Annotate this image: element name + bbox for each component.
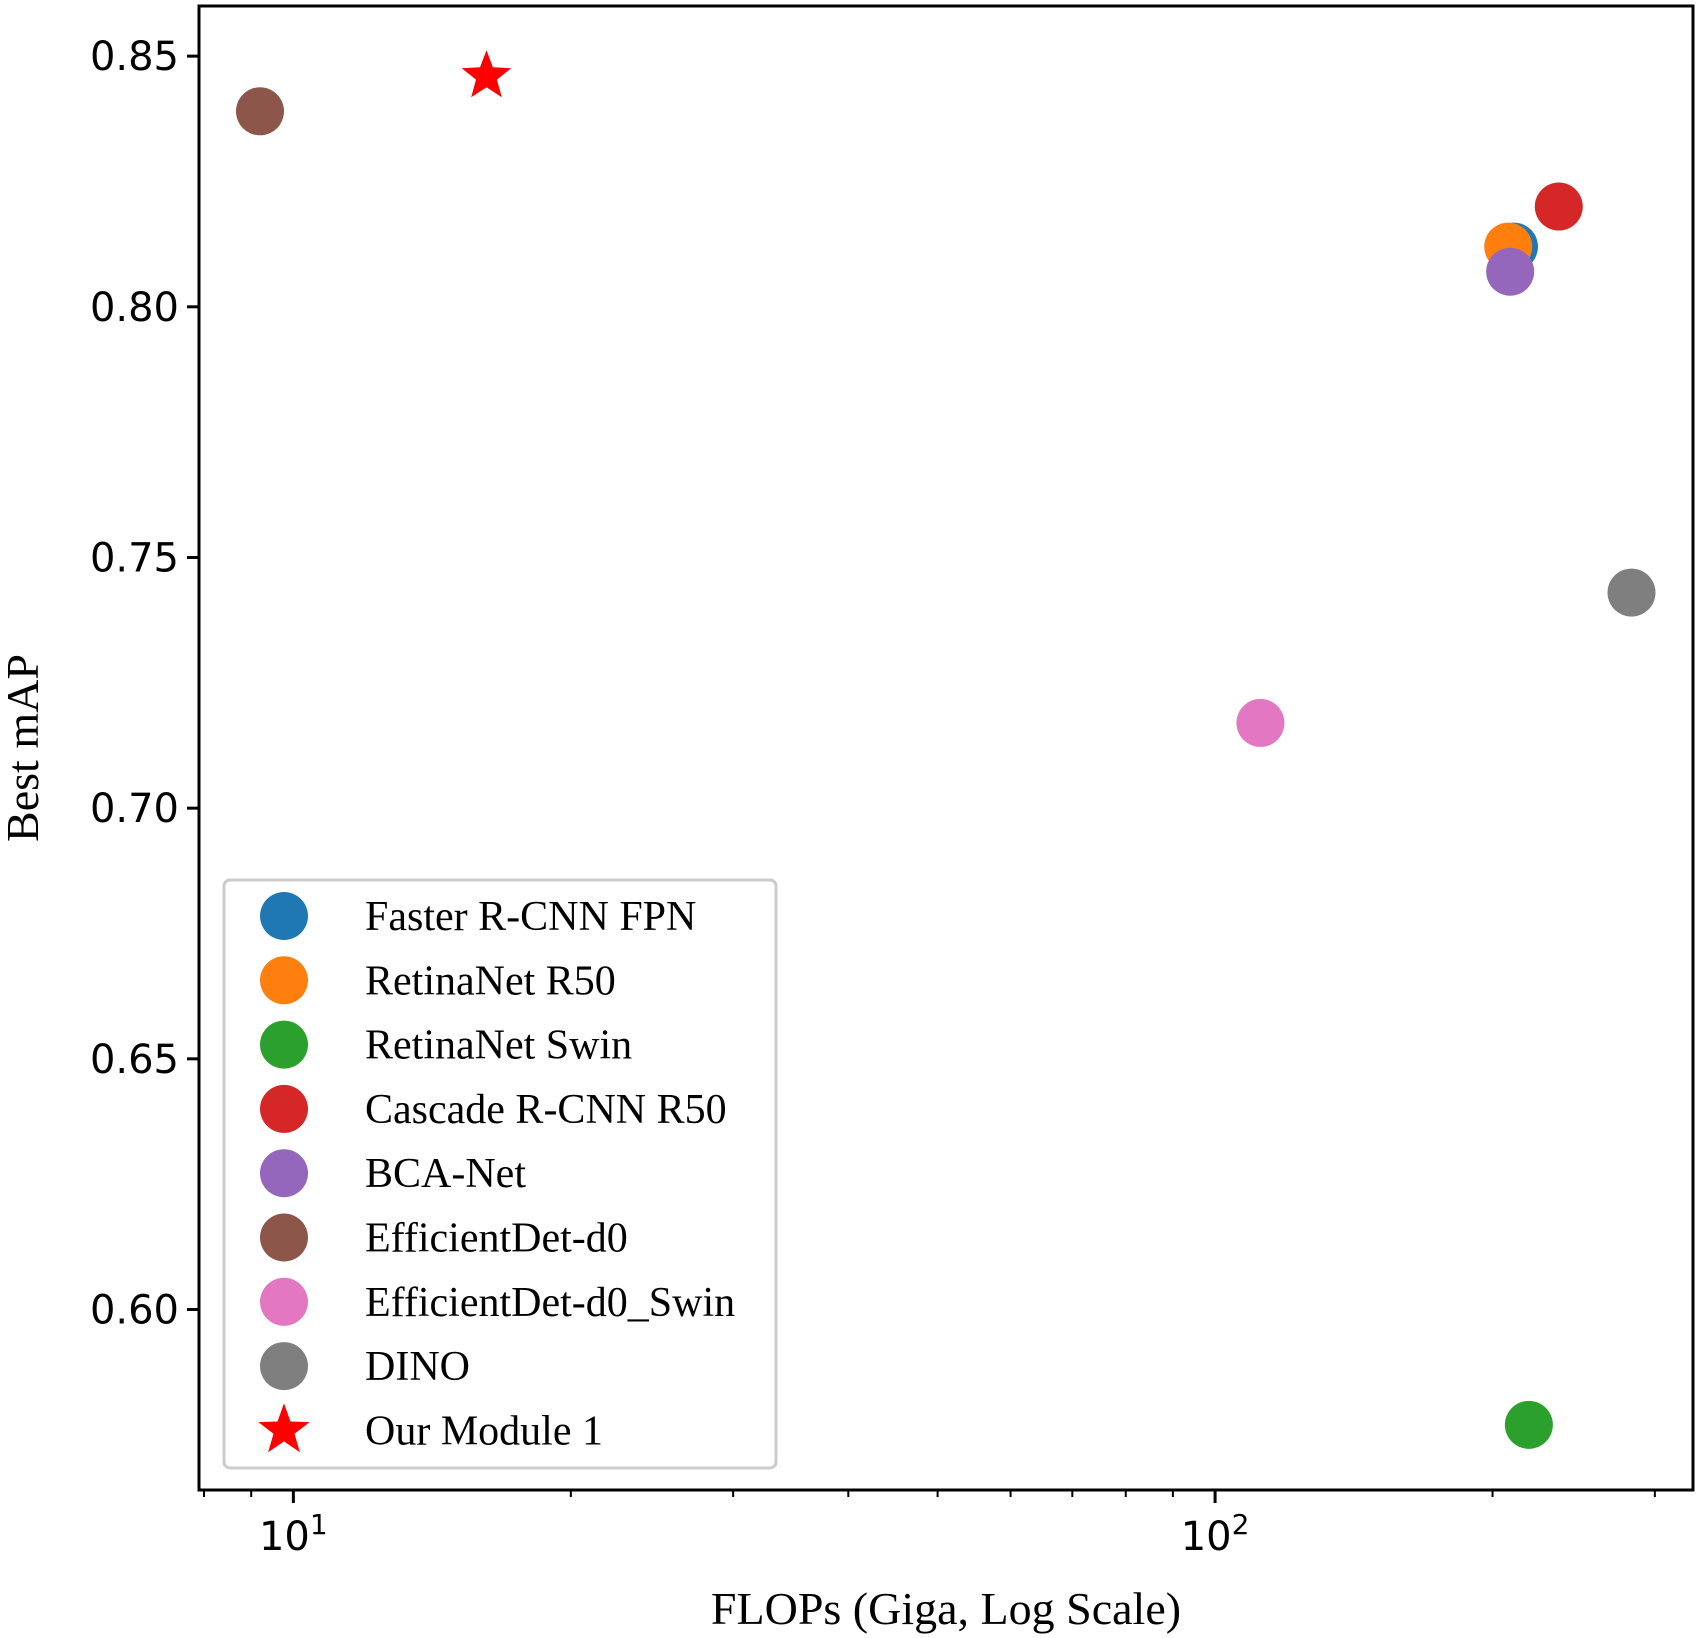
y-tick-label: 0.70 [90, 786, 179, 832]
legend-label: EfficientDet-d0_Swin [365, 1280, 735, 1326]
y-axis: 0.60 0.65 0.70 0.75 0.80 0.85 [90, 34, 199, 1334]
legend-label: BCA-Net [365, 1151, 526, 1197]
x-tick-label-exponent: 1 [310, 1508, 328, 1541]
legend-marker [260, 1149, 308, 1198]
legend-marker [260, 1020, 308, 1069]
legend-label: DINO [365, 1344, 470, 1390]
data-point [235, 87, 284, 136]
legend-marker [260, 892, 308, 940]
legend-label: RetinaNet R50 [365, 958, 616, 1004]
legend-label: Cascade R-CNN R50 [365, 1087, 727, 1133]
x-tick-label-exponent: 2 [1232, 1508, 1250, 1541]
y-tick-label: 0.80 [90, 285, 179, 331]
y-axis-title: Best mAP [0, 654, 48, 842]
legend-items: Faster R-CNN FPN RetinaNet R50 RetinaNet S… [258, 892, 735, 1454]
data-point [1504, 1400, 1553, 1449]
legend-marker [260, 1342, 308, 1391]
y-tick-label: 0.60 [90, 1288, 179, 1334]
x-axis: 101 102 [203, 1490, 1656, 1560]
data-points [235, 50, 1656, 1449]
legend-label: Our Module 1 [365, 1408, 603, 1454]
legend-label: Faster R-CNN FPN [365, 894, 696, 940]
x-tick-label: 102 [1181, 1508, 1250, 1560]
x-axis-title: FLOPs (Giga, Log Scale) [711, 1583, 1181, 1634]
y-tick-label: 0.75 [90, 535, 179, 581]
x-tick-label: 101 [259, 1508, 328, 1560]
data-point [1486, 247, 1535, 296]
legend-marker [260, 1084, 308, 1133]
legend-marker [260, 956, 308, 1005]
data-point-star [461, 50, 512, 98]
y-tick-label: 0.85 [90, 34, 179, 80]
y-tick-label: 0.65 [90, 1037, 179, 1083]
legend-marker-star [258, 1403, 310, 1453]
data-point [1607, 568, 1656, 617]
legend-marker [260, 1277, 308, 1326]
x-tick-label-base: 10 [1181, 1514, 1232, 1560]
plot-frame [197, 4, 1695, 1492]
data-point [1534, 182, 1583, 231]
data-point [1236, 698, 1285, 747]
legend-box [222, 878, 778, 1470]
legend: Faster R-CNN FPN RetinaNet R50 RetinaNet S… [222, 878, 778, 1470]
x-tick-label-base: 10 [259, 1514, 310, 1560]
legend-label: RetinaNet Swin [365, 1023, 632, 1069]
legend-label: EfficientDet-d0 [365, 1216, 628, 1262]
legend-marker [260, 1213, 308, 1262]
